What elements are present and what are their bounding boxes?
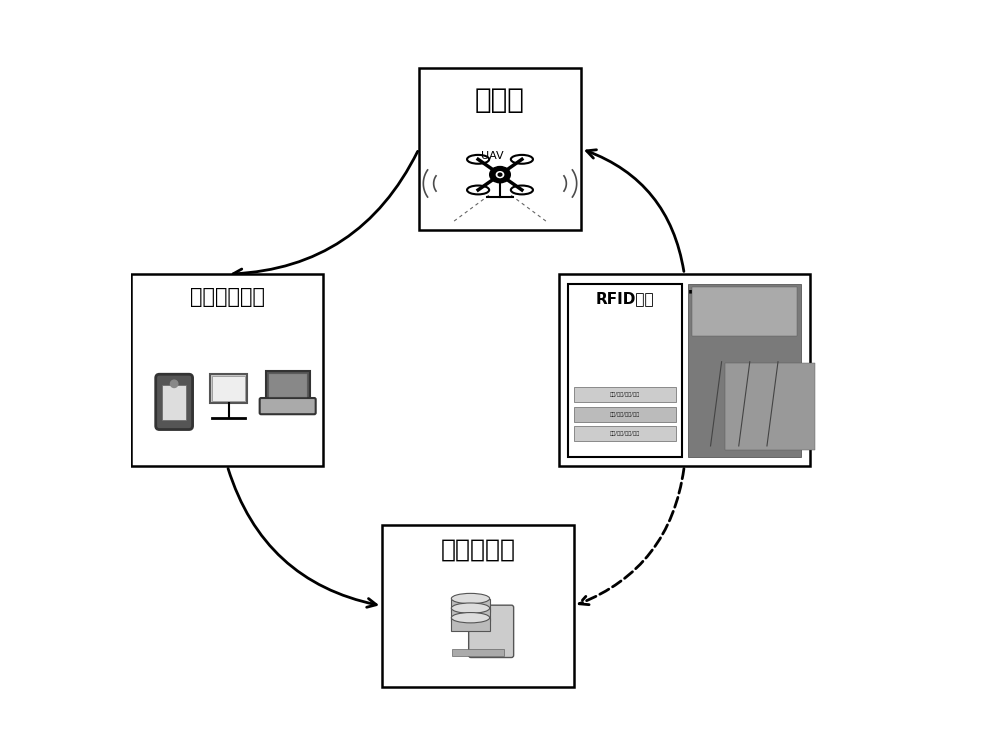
Bar [451,608,490,622]
Bar [266,371,310,400]
FancyBboxPatch shape [260,398,316,414]
Bar [451,618,490,631]
Bar [559,274,810,466]
FancyBboxPatch shape [162,386,186,420]
Bar [212,376,245,401]
Ellipse shape [451,613,490,623]
Bar [574,426,676,441]
Ellipse shape [451,603,490,613]
Text: T梁: T梁 [689,289,724,317]
Ellipse shape [490,166,510,183]
Bar [452,649,504,656]
Text: 编号/构件/状态/坐标: 编号/构件/状态/坐标 [610,431,640,436]
FancyBboxPatch shape [156,374,193,429]
Bar [688,283,801,457]
Bar [574,387,676,402]
Text: UAV: UAV [481,152,504,161]
Text: 地面控制中心: 地面控制中心 [190,287,265,307]
Ellipse shape [498,173,502,176]
Text: 编号/构件/状态/坐标: 编号/构件/状态/坐标 [610,391,640,397]
Bar [382,525,574,687]
Bar [574,407,676,422]
Bar [725,363,815,450]
Ellipse shape [496,172,504,178]
Ellipse shape [451,593,490,604]
Bar [269,374,307,397]
Bar [210,374,247,403]
Text: 编号/构件/状态/坐标: 编号/构件/状态/坐标 [610,411,640,417]
Text: RFID标签: RFID标签 [596,291,654,306]
Bar [131,274,323,466]
Text: 无人机: 无人机 [475,86,525,114]
Bar [692,287,797,336]
Bar [451,599,490,612]
Bar [419,68,581,230]
Bar [568,283,682,457]
Circle shape [170,380,178,388]
Text: 终端服务器: 终端服务器 [440,538,515,562]
FancyBboxPatch shape [469,605,514,658]
